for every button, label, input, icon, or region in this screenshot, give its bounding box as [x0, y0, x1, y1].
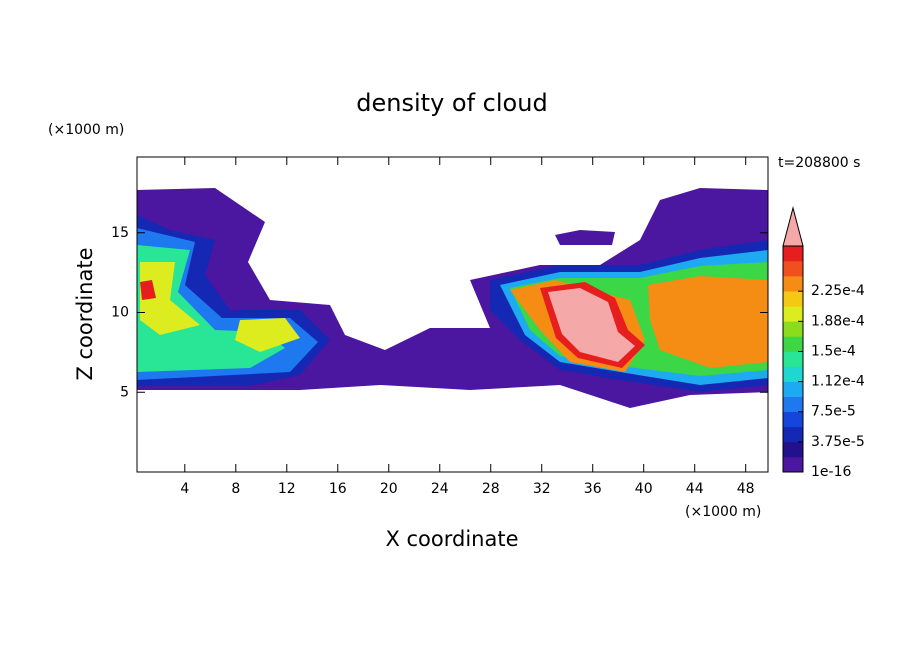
x-tick-label: 4 — [180, 481, 189, 497]
colorbar-band — [783, 276, 803, 292]
x-axis-label: X coordinate — [385, 527, 518, 551]
x-tick-label: 24 — [431, 481, 449, 497]
colorbar-band — [783, 441, 803, 458]
x-tick-label: 40 — [635, 481, 653, 497]
plot-frame — [136, 156, 769, 473]
x-tick-label: 8 — [231, 481, 240, 497]
colorbar-label: 3.75e-5 — [811, 434, 865, 450]
colorbar-frame — [782, 245, 804, 473]
colorbar-band — [783, 411, 803, 428]
x-tick-label: 36 — [584, 481, 602, 497]
x-tick-label: 28 — [482, 481, 500, 497]
colorbar-band — [783, 396, 803, 413]
colorbar-band — [783, 261, 803, 277]
chart-title: density of cloud — [356, 89, 547, 117]
x-unit: (×1000 m) — [685, 504, 761, 520]
x-tick-label: 16 — [329, 481, 347, 497]
colorbar-label: 2.25e-4 — [811, 283, 865, 299]
colorbar-label: 7.5e-5 — [811, 404, 856, 420]
colorbar-band — [783, 306, 803, 322]
y-tick-label: 15 — [111, 225, 129, 241]
cloud-field — [137, 188, 768, 408]
colorbar-band — [783, 366, 803, 382]
colorbar-band — [783, 291, 803, 307]
colorbar-label: 1.12e-4 — [811, 374, 865, 390]
y-axis-label: Z coordinate — [73, 247, 97, 380]
colorbar-label: 1.5e-4 — [811, 343, 856, 359]
y-unit: (×1000 m) — [48, 122, 124, 138]
colorbar-label: 1.88e-4 — [811, 313, 865, 329]
colorbar-band — [783, 246, 803, 262]
x-tick-label: 48 — [737, 481, 755, 497]
colorbar-band — [783, 456, 803, 473]
colorbar-band — [783, 321, 803, 337]
x-tick-label: 20 — [380, 481, 398, 497]
y-tick-label: 5 — [120, 384, 129, 400]
y-tick-label: 10 — [111, 305, 129, 321]
colorbar-band — [783, 336, 803, 352]
x-tick-label: 12 — [278, 481, 296, 497]
colorbar-band — [783, 351, 803, 367]
x-tick-label: 32 — [533, 481, 551, 497]
colorbar-label: 1e-16 — [811, 464, 851, 480]
time-annotation: t=208800 s — [778, 155, 860, 171]
colorbar-extension — [782, 206, 804, 247]
x-tick-label: 44 — [686, 481, 704, 497]
colorbar-band — [783, 426, 803, 443]
colorbar-band — [783, 381, 803, 397]
